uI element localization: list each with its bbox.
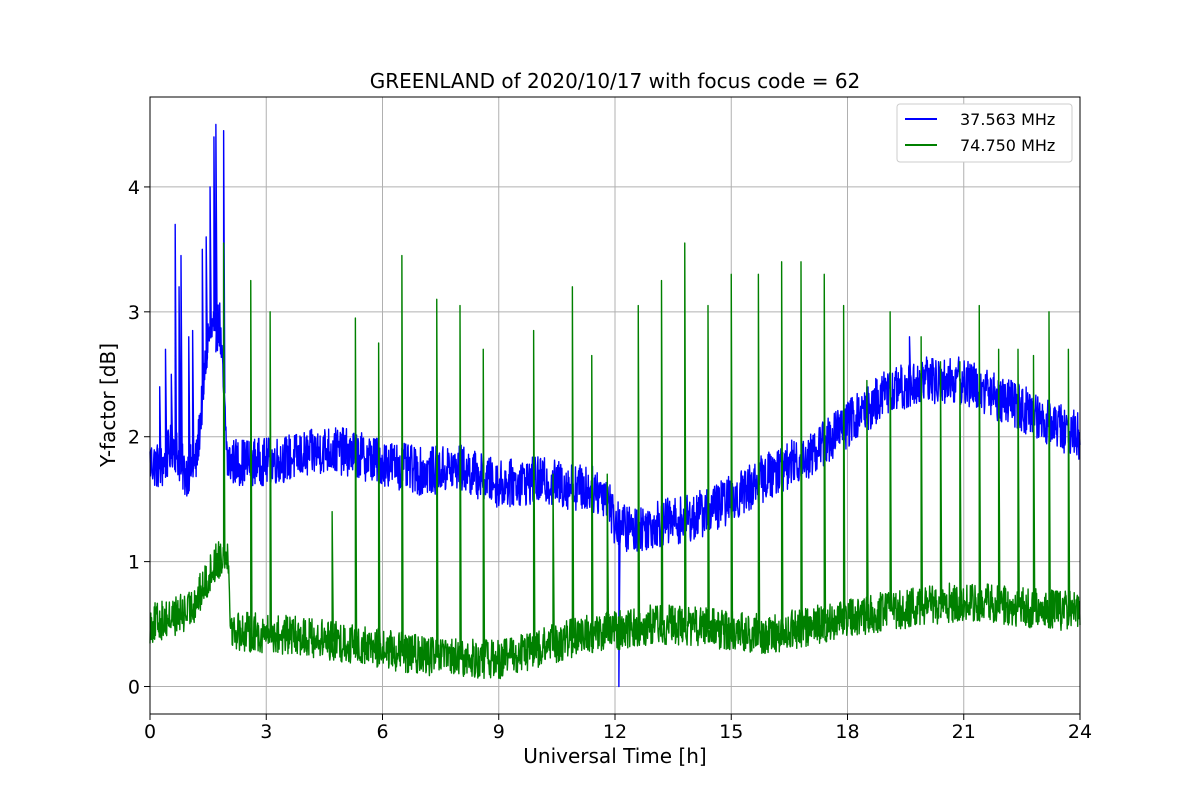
x-axis-label: Universal Time [h] [523,744,706,768]
x-tick-label: 0 [144,721,156,743]
x-tick-label: 12 [603,721,627,743]
x-tick-label: 24 [1068,721,1092,743]
chart-title: GREENLAND of 2020/10/17 with focus code … [370,69,861,93]
y-tick-label: 0 [128,677,140,699]
legend-label-0: 37.563 MHz [960,110,1055,129]
x-tick-label: 6 [376,721,388,743]
y-tick-label: 1 [128,552,140,574]
series-layer [149,123,1081,688]
y-tick-label: 4 [128,177,140,199]
legend-box [896,103,1073,163]
y-tick-label: 2 [128,427,140,449]
x-tick-label: 9 [493,721,505,743]
legend: 37.563 MHz 74.750 MHz [896,103,1073,163]
series-line-74-750-mhz [149,242,1081,680]
legend-label-1: 74.750 MHz [960,136,1055,155]
x-tick-label: 21 [952,721,976,743]
x-tick-label: 18 [835,721,859,743]
x-tick-label: 3 [260,721,272,743]
x-tick-label: 15 [719,721,743,743]
y-axis-label: Y-factor [dB] [96,343,120,468]
y-tick-label: 3 [128,302,140,324]
